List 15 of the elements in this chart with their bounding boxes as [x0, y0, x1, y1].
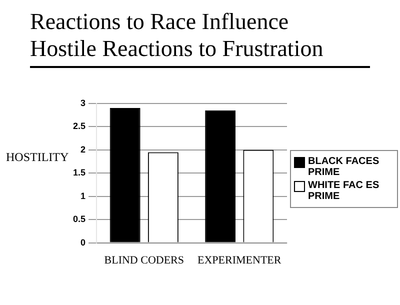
- y-tick-label: 0: [80, 237, 86, 248]
- y-tick-label: 2.5: [72, 121, 86, 132]
- x-tick-label: BLIND CODERS: [104, 254, 184, 266]
- bar: [110, 108, 140, 242]
- text: WHITE FAC ES PRIME: [308, 180, 380, 202]
- chart-title: Reactions to Race Influence Hostile Reactions to Frustration: [30, 8, 370, 68]
- y-tick-label: 0.5: [72, 214, 86, 224]
- y-tick-label: 1.5: [72, 168, 86, 178]
- y-tick-label: 3: [80, 98, 86, 108]
- bar: [205, 110, 236, 242]
- y-tick-label: 1: [80, 190, 86, 201]
- y-axis-title: HOSTILITY: [6, 150, 69, 165]
- x-tick-label: EXPERIMENTER: [198, 254, 282, 266]
- y-tick-label: 2: [80, 144, 86, 154]
- legend-label: BLACK FACES PRIME: [308, 156, 380, 178]
